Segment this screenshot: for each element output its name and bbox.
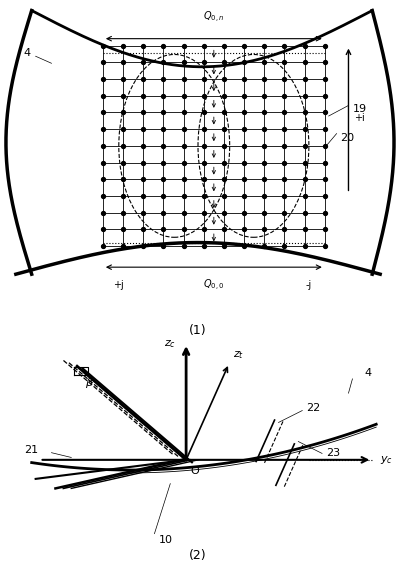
Text: 21: 21	[24, 445, 38, 455]
Text: O: O	[190, 466, 199, 476]
Text: 20: 20	[341, 133, 355, 143]
Text: 10: 10	[158, 535, 172, 545]
Text: 4: 4	[24, 48, 31, 58]
Text: $z_t$: $z_t$	[233, 349, 244, 361]
Text: 4: 4	[364, 369, 371, 379]
Text: $y_c$: $y_c$	[380, 454, 393, 466]
Text: +j: +j	[113, 280, 124, 290]
Text: -j: -j	[306, 280, 312, 290]
Text: $Q_{0,n}$: $Q_{0,n}$	[203, 10, 225, 24]
Text: 22: 22	[306, 403, 320, 413]
Text: $\beta$: $\beta$	[85, 376, 94, 390]
Text: (2): (2)	[189, 549, 207, 562]
Text: 19: 19	[352, 104, 367, 115]
Text: 23: 23	[326, 448, 340, 458]
Text: $Q_{0,0}$: $Q_{0,0}$	[203, 278, 225, 293]
Text: $z_c$: $z_c$	[164, 338, 176, 350]
Text: (1): (1)	[189, 324, 207, 337]
Text: +i: +i	[354, 113, 365, 123]
